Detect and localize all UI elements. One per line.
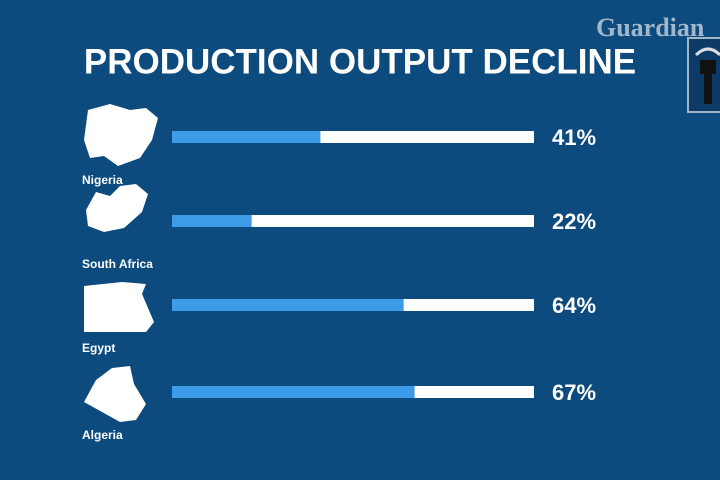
country-map — [86, 184, 148, 232]
category-label: South Africa — [82, 257, 153, 271]
bar — [172, 131, 321, 143]
country-maps — [84, 104, 158, 422]
country-map — [84, 366, 146, 422]
chart-title: PRODUCTION OUTPUT DECLINE — [84, 42, 636, 81]
watermark: Guardian — [596, 13, 705, 42]
category-label: Algeria — [82, 428, 123, 442]
bar — [172, 386, 415, 398]
value-label: 67% — [552, 380, 596, 405]
value-label: 22% — [552, 209, 596, 234]
bar — [172, 299, 404, 311]
bar-track — [172, 215, 534, 227]
country-map — [84, 282, 154, 332]
bar — [172, 215, 252, 227]
category-label: Egypt — [82, 341, 115, 355]
category-label: Nigeria — [82, 173, 123, 187]
value-label: 41% — [552, 125, 596, 150]
value-label: 64% — [552, 293, 596, 318]
country-map — [84, 104, 158, 166]
logo — [687, 37, 720, 113]
